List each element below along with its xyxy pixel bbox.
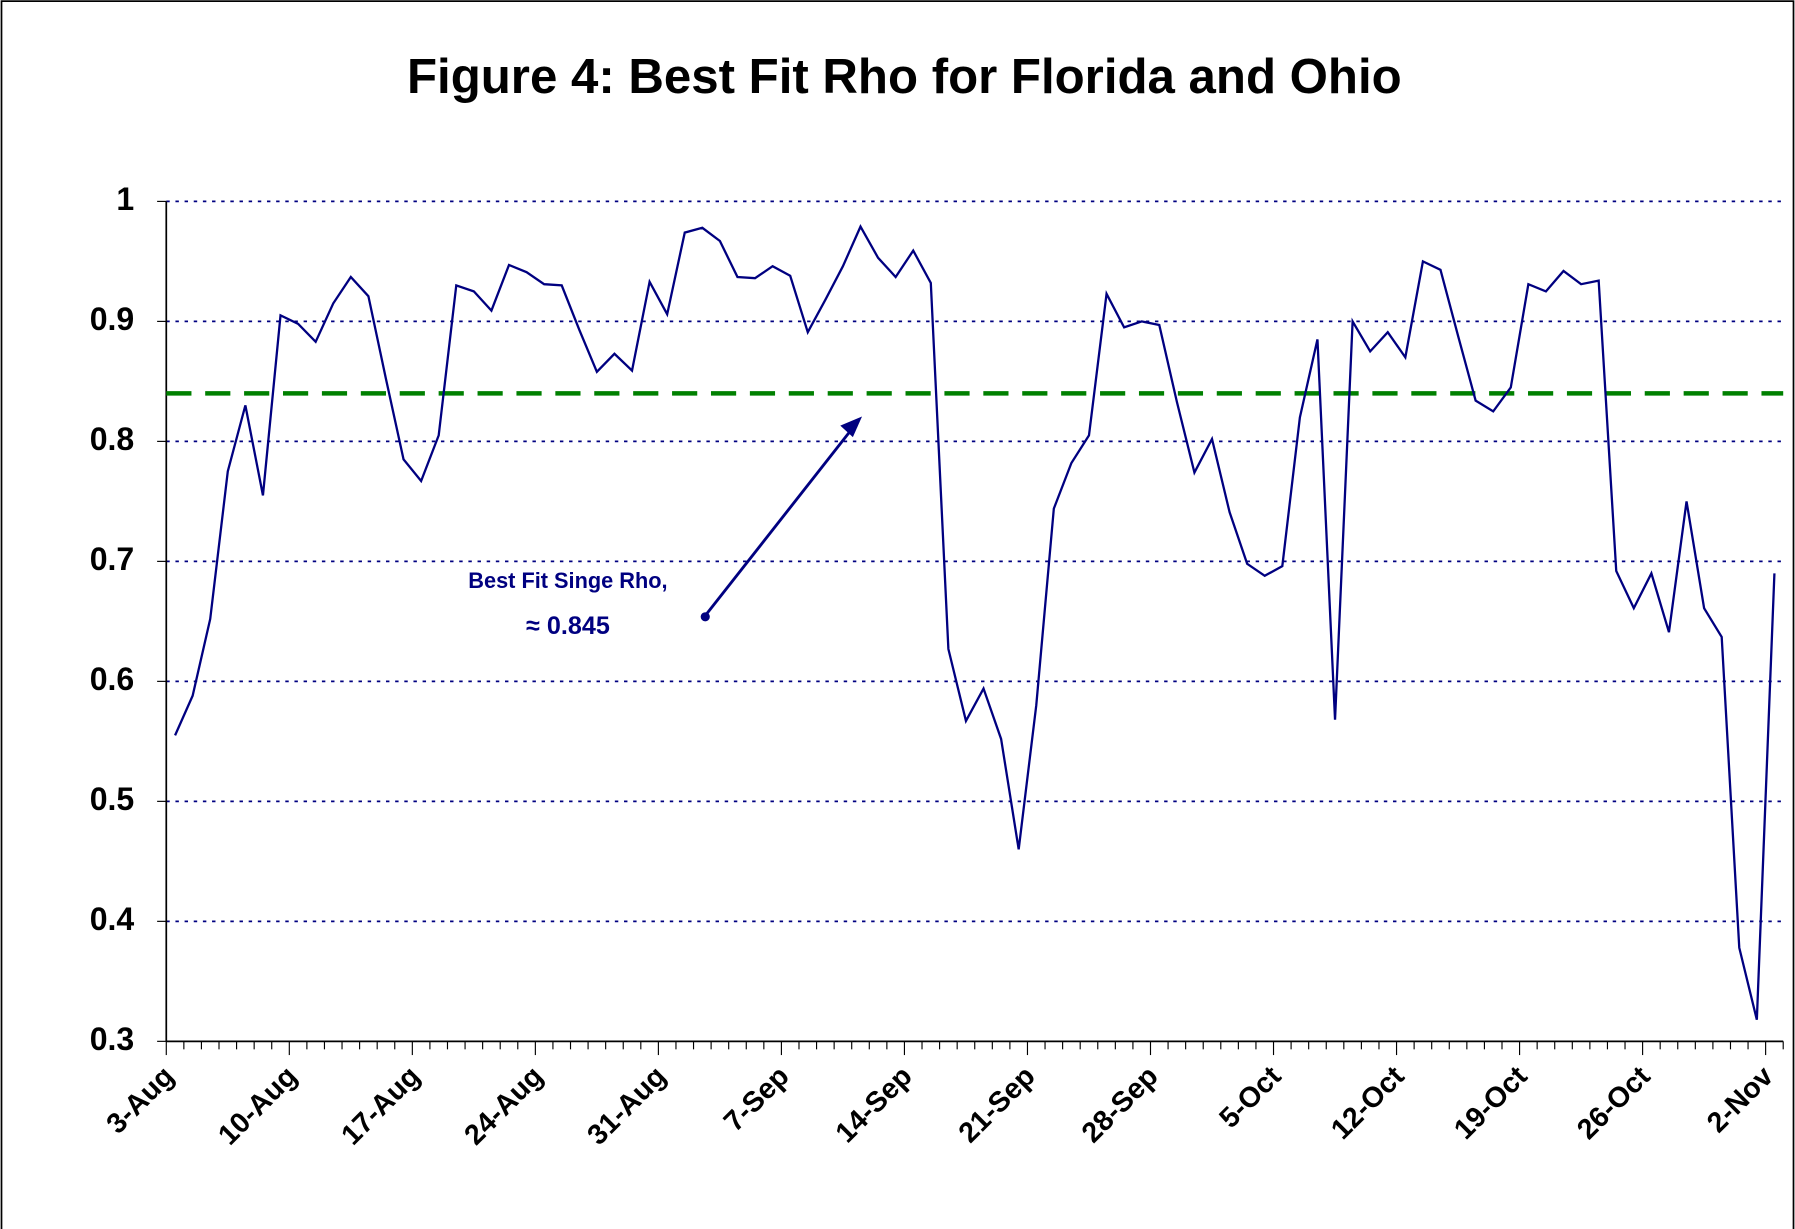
annotation: Best Fit Singe Rho,	[468, 568, 667, 593]
arrow-dot	[700, 612, 710, 622]
annotation-arrow	[704, 422, 858, 617]
annotation: ≈ 0.845	[526, 612, 610, 640]
arrow-head	[840, 416, 863, 438]
y-tick-label: 0.3	[90, 1021, 135, 1057]
y-tick-label: 1	[116, 181, 134, 217]
y-tick-label: 0.5	[90, 781, 135, 817]
y-tick-label: 0.6	[90, 661, 135, 697]
y-tick-label: 0.8	[90, 421, 135, 457]
y-tick-label: 0.9	[90, 301, 135, 337]
y-tick-label: 0.7	[90, 541, 135, 577]
y-tick-label: 0.4	[90, 901, 135, 937]
chart-title: Figure 4: Best Fit Rho for Florida and O…	[407, 49, 1402, 104]
data-line	[174, 224, 1776, 1021]
